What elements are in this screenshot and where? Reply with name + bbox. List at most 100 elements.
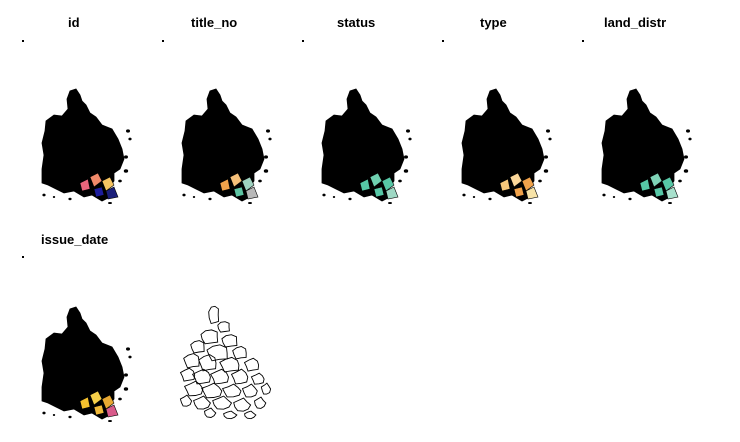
panel-title-issue-date: issue_date — [41, 232, 109, 247]
island-shape — [678, 179, 682, 183]
island-shape — [403, 169, 409, 173]
parcel-shape — [79, 178, 91, 192]
island-shape — [240, 151, 244, 155]
island-shape — [123, 169, 129, 173]
island-shape — [546, 129, 550, 133]
island-shape — [264, 155, 268, 159]
island-shape — [208, 197, 212, 201]
island-shape — [42, 193, 46, 197]
parcel-shape — [233, 186, 245, 198]
outline-fragment — [260, 382, 272, 395]
island-shape — [376, 135, 380, 139]
outline-fragment — [232, 346, 247, 360]
island-shape — [108, 202, 112, 204]
island-shape — [263, 169, 269, 173]
island-shape — [124, 155, 128, 159]
parcel-shape — [101, 394, 115, 410]
parcel-shape — [381, 176, 395, 192]
landmass-shape — [41, 88, 125, 202]
panel-title-type: type — [480, 15, 507, 30]
island-shape — [42, 411, 46, 415]
island-shape — [688, 137, 692, 141]
landmass-shape — [601, 88, 685, 202]
island-shape — [528, 202, 532, 204]
parcel-shape — [219, 178, 231, 192]
island-shape — [108, 420, 112, 422]
outline-fragment — [217, 321, 230, 333]
outline-fragment — [201, 382, 223, 399]
parcel-shape — [101, 176, 115, 192]
parcel-shape — [385, 186, 399, 200]
parcel-shape — [373, 186, 385, 198]
map-panel-land-distr — [601, 88, 692, 204]
island-shape — [192, 196, 196, 198]
outline-fragment — [209, 368, 229, 385]
outline-fragment — [233, 397, 252, 412]
island-shape — [388, 202, 392, 204]
outline-fragment — [193, 395, 211, 410]
panel-title-land-distr: land_distr — [604, 15, 667, 30]
island-shape — [266, 129, 270, 133]
outline-fragment — [212, 395, 233, 410]
landmass-shape — [321, 88, 405, 202]
parcel-shape — [105, 404, 119, 418]
island-shape — [520, 151, 524, 155]
outline-fragment — [230, 368, 249, 385]
island-shape — [52, 414, 56, 416]
island-shape — [544, 155, 548, 159]
panel-corner-mark — [442, 40, 444, 42]
landmass-shape — [461, 88, 545, 202]
outline-fragment — [198, 354, 217, 372]
outline-fragment — [203, 407, 217, 418]
parcel-shape — [653, 186, 665, 198]
island-shape — [543, 169, 549, 173]
map-panel-id — [41, 88, 132, 204]
island-shape — [118, 179, 122, 183]
island-shape — [684, 155, 688, 159]
outline-fragment — [254, 396, 267, 409]
island-shape — [268, 137, 272, 141]
island-shape — [258, 179, 262, 183]
island-shape — [683, 169, 689, 173]
panel-title-status: status — [337, 15, 376, 30]
parcel-shape — [105, 186, 119, 200]
outline-fragment — [244, 410, 257, 420]
map-panel-title-no — [181, 88, 272, 204]
island-shape — [96, 353, 100, 357]
outline-fragment — [208, 305, 220, 325]
island-shape — [52, 196, 56, 198]
outline-fragment — [183, 353, 200, 369]
parcel-shape — [639, 178, 651, 192]
island-shape — [472, 196, 476, 198]
island-shape — [248, 202, 252, 204]
island-shape — [380, 151, 384, 155]
island-shape — [686, 129, 690, 133]
outline-fragment — [179, 367, 196, 382]
panel-corner-mark — [162, 40, 164, 42]
outline-fragment — [191, 368, 211, 385]
island-shape — [656, 135, 660, 139]
outline-fragment — [221, 334, 238, 348]
outline-fragment — [206, 344, 228, 362]
parcel-shape — [661, 176, 675, 192]
island-shape — [612, 196, 616, 198]
outline-fragment — [243, 357, 260, 372]
parcel-shape — [93, 404, 105, 416]
island-shape — [236, 135, 240, 139]
outline-fragment — [200, 329, 219, 345]
map-panel-type — [461, 88, 552, 204]
island-shape — [124, 373, 128, 377]
island-shape — [462, 193, 466, 197]
parcel-shape — [245, 186, 259, 200]
island-shape — [348, 197, 352, 201]
outline-fragment — [250, 372, 265, 385]
outline-fragment — [183, 380, 204, 397]
island-shape — [126, 347, 130, 351]
parcel-shape — [79, 396, 91, 410]
panel-corner-mark — [302, 40, 304, 42]
island-shape — [406, 129, 410, 133]
panel-corner-mark — [22, 40, 24, 42]
panel-corner-mark — [582, 40, 584, 42]
outline-fragment — [221, 383, 242, 398]
island-shape — [123, 387, 129, 391]
